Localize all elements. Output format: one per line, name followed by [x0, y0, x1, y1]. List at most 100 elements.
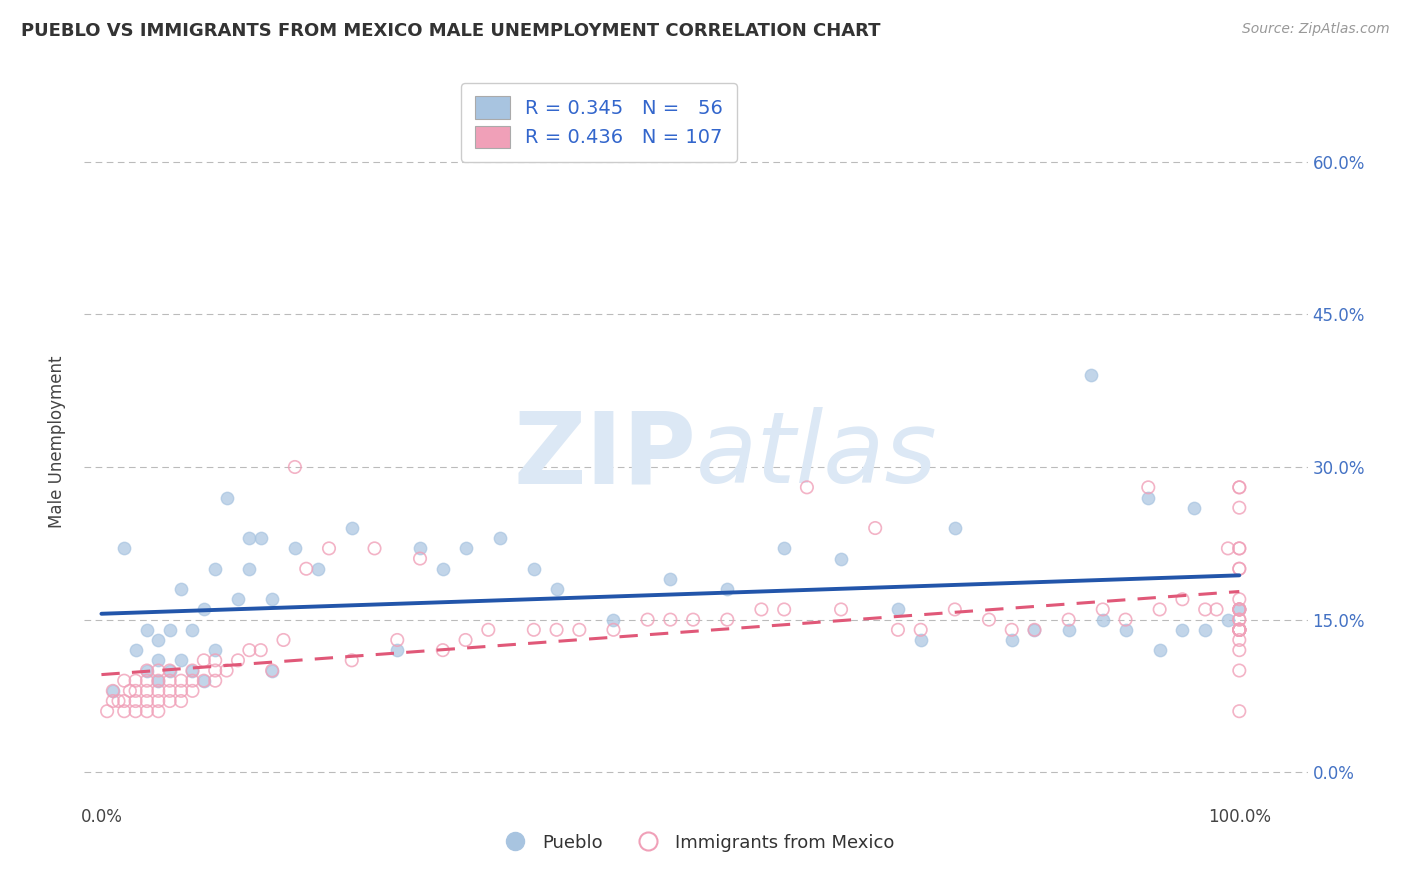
Point [830, 602, 852, 616]
Point [340, 521, 363, 535]
Point [1001, 632, 1024, 647]
Point [136, 673, 159, 688]
Point [773, 602, 796, 616]
Point [1137, 480, 1160, 494]
Point [943, 521, 966, 535]
Point [1227, 592, 1250, 607]
Point [454, 632, 477, 647]
Point [1227, 602, 1250, 616]
Point [659, 572, 682, 586]
Point [124, 704, 146, 718]
Point [1227, 632, 1250, 647]
Point [226, 592, 249, 607]
Point [204, 562, 226, 576]
Point [124, 673, 146, 688]
Point [1091, 613, 1114, 627]
Point [170, 673, 193, 688]
Point [159, 664, 181, 678]
Point [1216, 613, 1239, 627]
Point [295, 562, 318, 576]
Point [170, 694, 193, 708]
Point [262, 664, 284, 678]
Point [863, 521, 886, 535]
Point [977, 613, 1000, 627]
Point [181, 664, 204, 678]
Point [249, 531, 271, 545]
Point [181, 673, 204, 688]
Point [1227, 643, 1250, 657]
Point [943, 602, 966, 616]
Point [124, 643, 146, 657]
Point [238, 643, 260, 657]
Point [1149, 602, 1171, 616]
Point [1227, 623, 1250, 637]
Point [1024, 623, 1046, 637]
Point [204, 653, 226, 667]
Text: ZIP: ZIP [513, 408, 696, 505]
Point [136, 704, 159, 718]
Point [1227, 623, 1250, 637]
Point [112, 673, 135, 688]
Point [284, 460, 307, 475]
Point [159, 664, 181, 678]
Point [148, 673, 170, 688]
Text: atlas: atlas [696, 408, 938, 505]
Point [887, 602, 910, 616]
Point [124, 694, 146, 708]
Point [148, 704, 170, 718]
Point [637, 613, 659, 627]
Point [1182, 500, 1205, 515]
Point [181, 623, 204, 637]
Point [1227, 623, 1250, 637]
Point [796, 480, 818, 494]
Point [284, 541, 307, 556]
Point [1227, 562, 1250, 576]
Point [148, 632, 170, 647]
Point [1137, 491, 1160, 505]
Point [1227, 623, 1250, 637]
Text: Source: ZipAtlas.com: Source: ZipAtlas.com [1241, 22, 1389, 37]
Point [1171, 592, 1194, 607]
Point [148, 694, 170, 708]
Point [1227, 602, 1250, 616]
Point [1227, 664, 1250, 678]
Point [112, 704, 135, 718]
Point [1091, 602, 1114, 616]
Point [546, 582, 568, 596]
Point [1227, 623, 1250, 637]
Point [148, 684, 170, 698]
Point [193, 673, 215, 688]
Point [1227, 602, 1250, 616]
Point [148, 673, 170, 688]
Point [1194, 623, 1216, 637]
Point [523, 562, 546, 576]
Point [1227, 623, 1250, 637]
Point [215, 664, 238, 678]
Point [1149, 643, 1171, 657]
Point [1227, 704, 1250, 718]
Point [159, 673, 181, 688]
Point [215, 491, 238, 505]
Point [107, 694, 129, 708]
Point [659, 613, 682, 627]
Point [1227, 541, 1250, 556]
Point [1227, 613, 1250, 627]
Point [1001, 623, 1024, 637]
Point [1057, 613, 1080, 627]
Point [118, 684, 141, 698]
Point [387, 643, 409, 657]
Point [1227, 613, 1250, 627]
Point [1024, 623, 1046, 637]
Point [204, 664, 226, 678]
Point [363, 541, 385, 556]
Point [1227, 623, 1250, 637]
Point [1171, 623, 1194, 637]
Point [136, 664, 159, 678]
Point [273, 632, 295, 647]
Point [432, 562, 454, 576]
Point [238, 531, 260, 545]
Point [170, 653, 193, 667]
Point [262, 664, 284, 678]
Point [340, 653, 363, 667]
Point [112, 541, 135, 556]
